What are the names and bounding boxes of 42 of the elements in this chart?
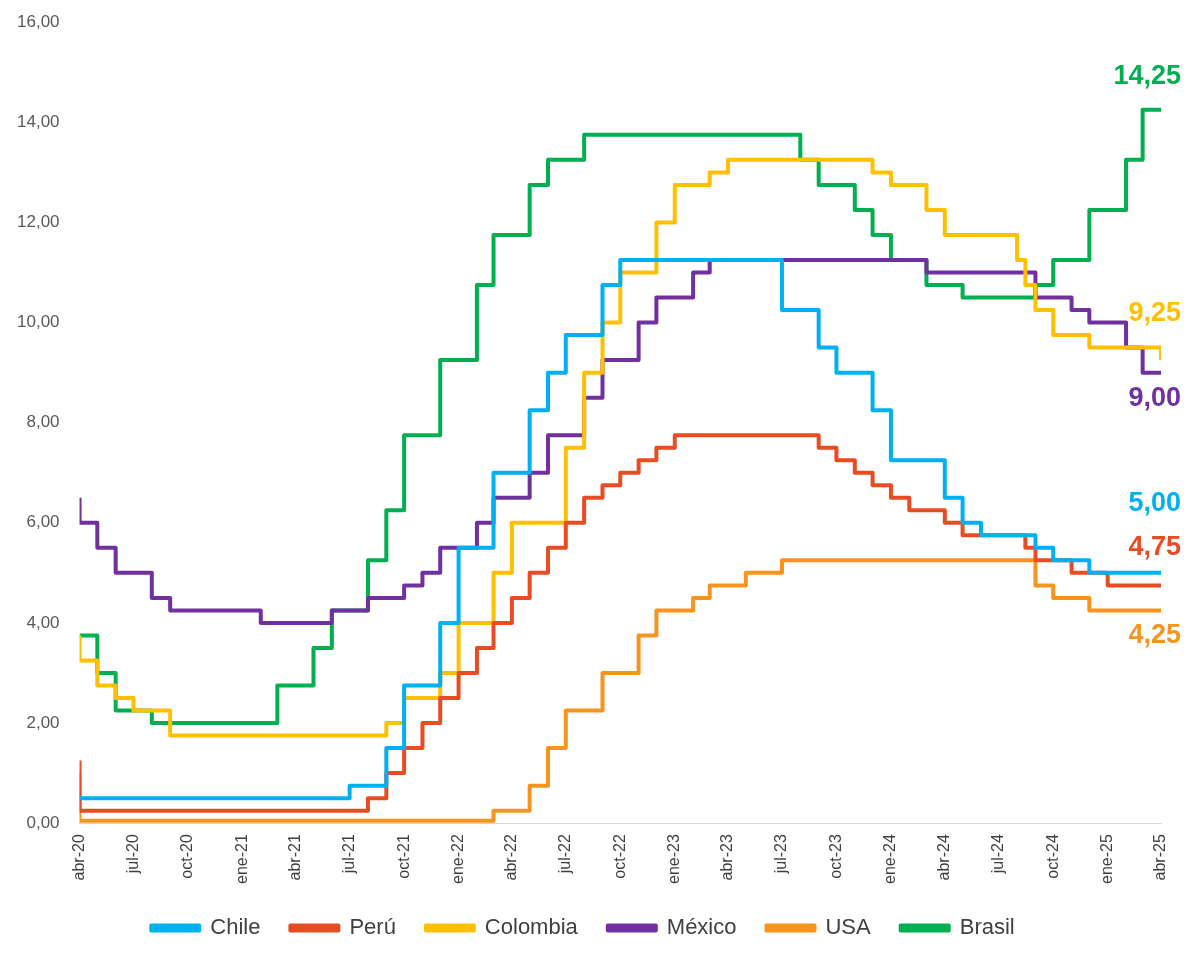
- legend-label: USA: [825, 914, 872, 940]
- x-tick-label: oct-24: [1043, 834, 1061, 879]
- x-tick-label: jul-21: [340, 834, 358, 875]
- x-tick-label: ene-23: [665, 834, 683, 885]
- x-tick-label: ene-22: [448, 834, 466, 885]
- y-tick-label: 6,00: [26, 512, 60, 532]
- data-label: 4,75: [1128, 530, 1181, 561]
- x-tick-label: abr-24: [935, 834, 953, 881]
- y-tick-label: 4,00: [26, 612, 60, 632]
- y-tick-label: 0,00: [26, 812, 60, 832]
- y-tick-label: 2,00: [26, 712, 60, 732]
- x-tick-label: jul-22: [556, 834, 574, 875]
- legend-label: Colombia: [484, 914, 579, 940]
- x-tick-label: ene-24: [881, 834, 899, 885]
- x-tick-label: jul-23: [772, 834, 790, 875]
- x-tick-label: abr-20: [69, 834, 87, 881]
- x-tick-label: oct-20: [178, 834, 196, 879]
- y-tick-label: 16,00: [16, 11, 60, 31]
- data-label: 9,25: [1128, 296, 1181, 327]
- x-tick-label: abr-22: [502, 834, 520, 881]
- data-label: 4,25: [1128, 618, 1181, 649]
- x-tick-label: oct-22: [610, 834, 628, 879]
- legend-label: Perú: [349, 914, 396, 940]
- data-label: 5,00: [1128, 487, 1181, 518]
- x-tick-label: abr-21: [286, 834, 304, 881]
- y-tick-label: 12,00: [16, 212, 60, 232]
- data-label: 9,00: [1128, 382, 1181, 413]
- data-label: 14,25: [1113, 60, 1181, 91]
- x-tick-label: oct-21: [394, 834, 412, 879]
- legend-label: Chile: [210, 914, 261, 940]
- x-tick-label: abr-25: [1151, 834, 1169, 881]
- x-tick-label: ene-21: [232, 834, 250, 885]
- y-tick-label: 8,00: [26, 412, 60, 432]
- x-tick-label: oct-23: [826, 834, 844, 879]
- x-tick-label: ene-25: [1098, 834, 1116, 885]
- x-tick-label: jul-20: [123, 834, 141, 875]
- legend-label: México: [666, 914, 737, 940]
- y-tick-label: 14,00: [16, 112, 60, 132]
- y-tick-label: 10,00: [16, 312, 60, 332]
- legend-label: Brasil: [959, 914, 1015, 940]
- x-tick-label: jul-24: [989, 834, 1007, 875]
- x-tick-label: abr-23: [718, 834, 736, 881]
